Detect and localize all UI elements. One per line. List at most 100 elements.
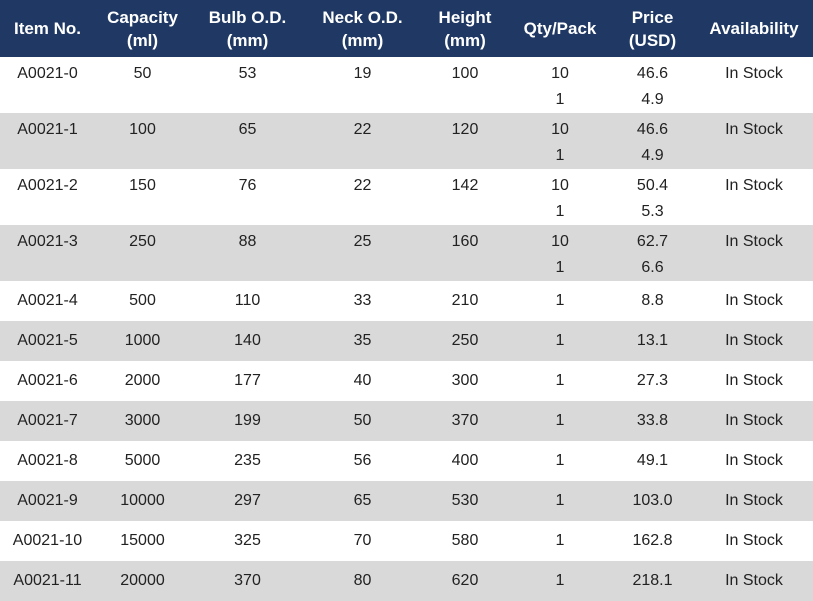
height-cell: 580 bbox=[451, 532, 479, 549]
qty-pack-cell: 10 1 bbox=[510, 225, 610, 281]
qty-pack-cell: 1 bbox=[510, 401, 610, 441]
capacity-cell: 3000 bbox=[124, 412, 161, 429]
availability-cell: In Stock bbox=[725, 65, 783, 82]
price-cell: 46.6 4.9 bbox=[610, 57, 695, 113]
price-cell-value: 46.6 bbox=[636, 65, 669, 82]
bulb-od-cell: 76 bbox=[238, 177, 257, 194]
qty-pack-cell: 10 1 bbox=[510, 113, 610, 169]
qty-pack-cell-value: 10 bbox=[551, 233, 569, 250]
height-cell: 142 bbox=[451, 177, 479, 194]
availability-cell: In Stock bbox=[725, 452, 783, 469]
header-capacity: Capacity (ml) bbox=[107, 7, 178, 50]
neck-od-cell: 50 bbox=[353, 412, 372, 429]
height-cell: 530 bbox=[451, 492, 479, 509]
qty-pack-cell-value: 1 bbox=[555, 292, 565, 309]
capacity-cell: 5000 bbox=[124, 452, 161, 469]
table-row: A0021-10 15000 325 70 580 1 162.8 In Stock bbox=[0, 521, 813, 561]
item-no-cell: A0021-6 bbox=[17, 372, 78, 389]
qty-pack-cell-value: 1 bbox=[555, 332, 565, 349]
neck-od-cell: 22 bbox=[353, 177, 372, 194]
table-body: A0021-0 50 53 19 100 10 1 46.6 4.9 In Stock A0021-… bbox=[0, 57, 813, 601]
header-height: Height (mm) bbox=[438, 7, 492, 50]
neck-od-cell: 70 bbox=[353, 532, 372, 549]
table-row: A0021-6 2000 177 40 300 1 27.3 In Stock bbox=[0, 361, 813, 401]
table-row: A0021-1 100 65 22 120 10 1 46.6 4.9 In Stock bbox=[0, 113, 813, 169]
price-cell-value: 46.6 bbox=[636, 121, 669, 138]
price-cell-value: 62.7 bbox=[636, 233, 669, 250]
height-cell: 160 bbox=[451, 233, 479, 250]
table-row: A0021-5 1000 140 35 250 1 13.1 In Stock bbox=[0, 321, 813, 361]
qty-pack-cell: 1 bbox=[510, 441, 610, 481]
table-row: A0021-3 250 88 25 160 10 1 62.7 6.6 In Stock bbox=[0, 225, 813, 281]
item-no-cell: A0021-1 bbox=[17, 121, 78, 138]
bulb-od-cell: 53 bbox=[238, 65, 257, 82]
price-cell: 218.1 bbox=[610, 561, 695, 601]
price-cell-value: 13.1 bbox=[636, 332, 669, 349]
height-cell: 620 bbox=[451, 572, 479, 589]
price-cell-value: 49.1 bbox=[636, 452, 669, 469]
qty-pack-cell-value: 1 bbox=[555, 372, 565, 389]
price-cell: 162.8 bbox=[610, 521, 695, 561]
availability-cell: In Stock bbox=[725, 572, 783, 589]
bulb-od-cell: 88 bbox=[238, 233, 257, 250]
price-cell-value: 103.0 bbox=[632, 492, 673, 509]
bulb-od-cell: 235 bbox=[234, 452, 261, 469]
price-cell-value: 218.1 bbox=[632, 572, 673, 589]
height-cell: 370 bbox=[451, 412, 479, 429]
qty-pack-cell-value: 1 bbox=[555, 532, 565, 549]
price-cell: 33.8 bbox=[610, 401, 695, 441]
header-neck-od: Neck O.D. (mm) bbox=[322, 7, 403, 50]
capacity-cell: 250 bbox=[129, 233, 156, 250]
qty-pack-cell: 1 bbox=[510, 561, 610, 601]
bulb-od-cell: 199 bbox=[234, 412, 261, 429]
qty-pack-cell-value: 1 bbox=[555, 259, 565, 276]
table-row: A0021-4 500 110 33 210 1 8.8 In Stock bbox=[0, 281, 813, 321]
height-cell: 250 bbox=[451, 332, 479, 349]
neck-od-cell: 56 bbox=[353, 452, 372, 469]
qty-pack-cell-value: 10 bbox=[551, 121, 569, 138]
qty-pack-cell: 1 bbox=[510, 281, 610, 321]
bulb-od-cell: 110 bbox=[234, 292, 261, 309]
table-row: A0021-11 20000 370 80 620 1 218.1 In Stock bbox=[0, 561, 813, 601]
availability-cell: In Stock bbox=[725, 372, 783, 389]
table-row: A0021-0 50 53 19 100 10 1 46.6 4.9 In Stock bbox=[0, 57, 813, 113]
price-cell-value: 4.9 bbox=[641, 91, 664, 108]
price-cell-value: 33.8 bbox=[636, 412, 669, 429]
price-cell: 62.7 6.6 bbox=[610, 225, 695, 281]
qty-pack-cell-value: 1 bbox=[555, 572, 565, 589]
availability-cell: In Stock bbox=[725, 292, 783, 309]
qty-pack-cell-value: 1 bbox=[555, 412, 565, 429]
neck-od-cell: 25 bbox=[353, 233, 372, 250]
height-cell: 210 bbox=[451, 292, 479, 309]
bulb-od-cell: 370 bbox=[234, 572, 261, 589]
availability-cell: In Stock bbox=[725, 532, 783, 549]
item-no-cell: A0021-3 bbox=[17, 233, 78, 250]
price-cell-value: 4.9 bbox=[641, 147, 664, 164]
table-row: A0021-9 10000 297 65 530 1 103.0 In Stock bbox=[0, 481, 813, 521]
availability-cell: In Stock bbox=[725, 332, 783, 349]
price-cell: 46.6 4.9 bbox=[610, 113, 695, 169]
price-cell-value: 27.3 bbox=[636, 372, 669, 389]
availability-cell: In Stock bbox=[725, 121, 783, 138]
item-no-cell: A0021-11 bbox=[13, 572, 82, 589]
availability-cell: In Stock bbox=[725, 177, 783, 194]
price-cell-value: 162.8 bbox=[632, 532, 673, 549]
header-availability: Availability bbox=[709, 19, 799, 38]
neck-od-cell: 80 bbox=[353, 572, 372, 589]
neck-od-cell: 65 bbox=[353, 492, 372, 509]
item-no-cell: A0021-0 bbox=[17, 65, 78, 82]
price-cell: 103.0 bbox=[610, 481, 695, 521]
qty-pack-cell: 10 1 bbox=[510, 57, 610, 113]
item-no-cell: A0021-10 bbox=[12, 532, 83, 549]
price-cell: 27.3 bbox=[610, 361, 695, 401]
availability-cell: In Stock bbox=[725, 233, 783, 250]
qty-pack-cell: 1 bbox=[510, 321, 610, 361]
height-cell: 400 bbox=[451, 452, 479, 469]
item-no-cell: A0021-2 bbox=[17, 177, 78, 194]
height-cell: 300 bbox=[451, 372, 479, 389]
capacity-cell: 2000 bbox=[124, 372, 161, 389]
neck-od-cell: 22 bbox=[353, 121, 372, 138]
qty-pack-cell-value: 1 bbox=[555, 492, 565, 509]
qty-pack-cell-value: 1 bbox=[555, 452, 565, 469]
